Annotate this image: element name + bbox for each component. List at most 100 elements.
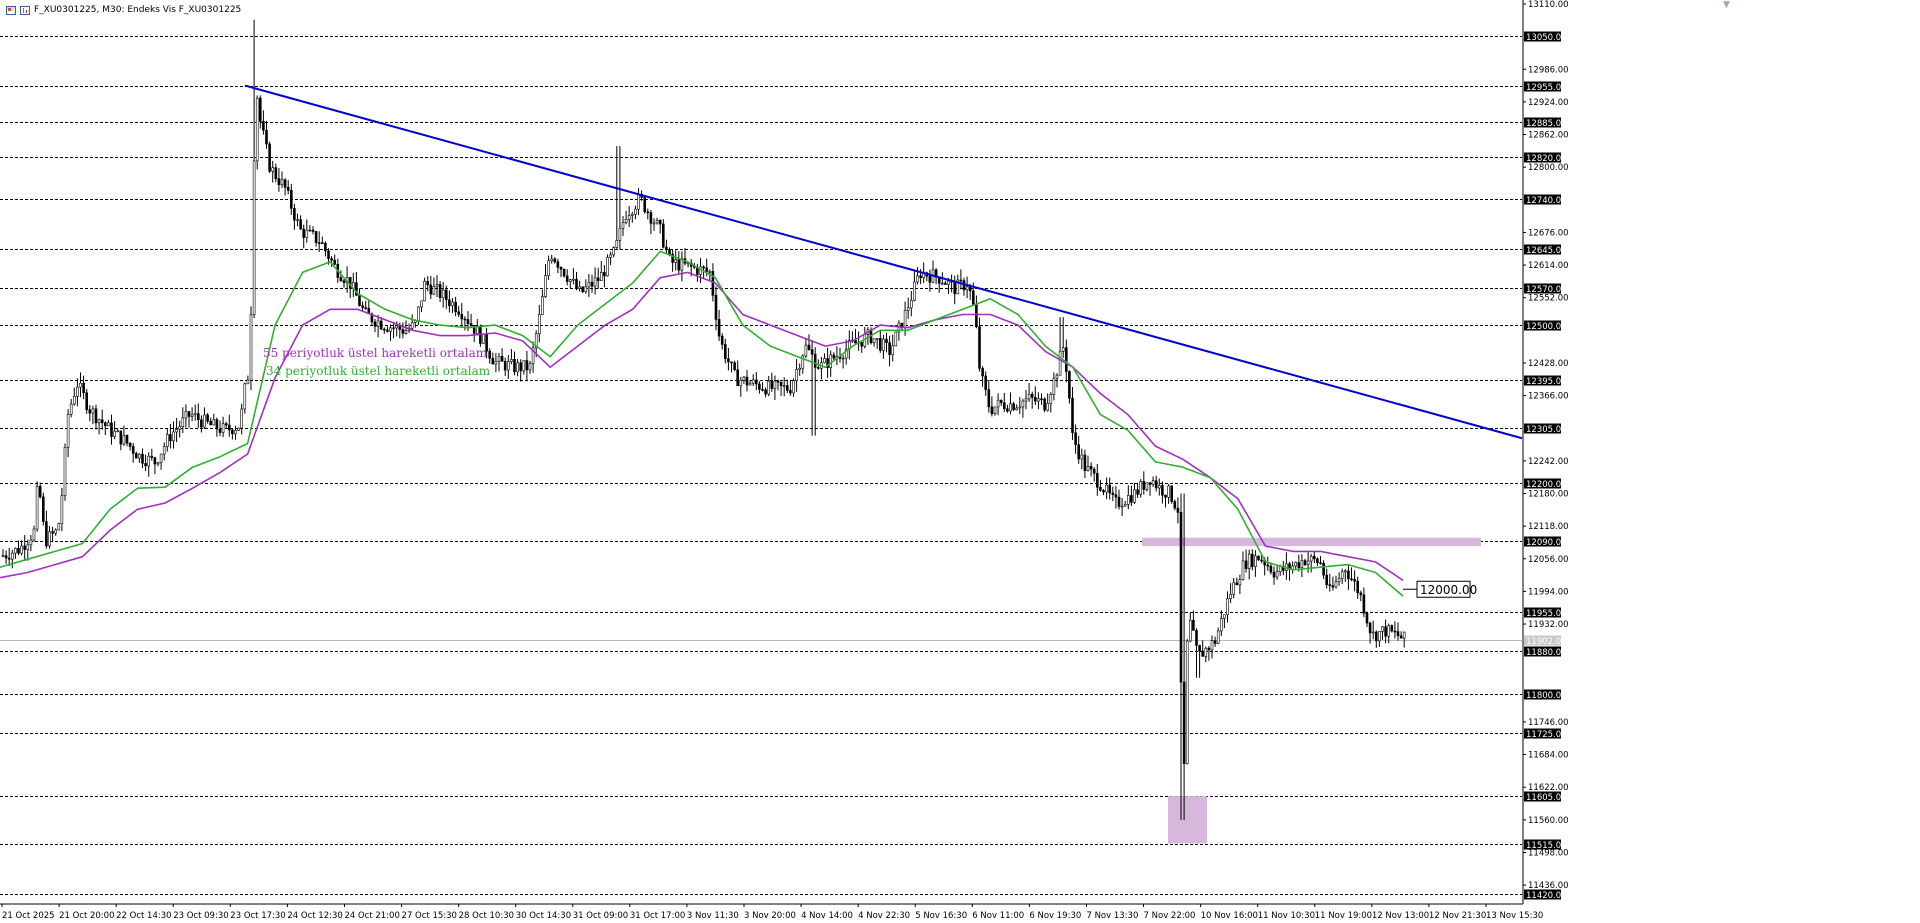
candle-body [1002, 402, 1006, 410]
candle-body [758, 383, 761, 390]
candle-body [240, 408, 243, 429]
descending-trendline [244, 84, 1523, 440]
candle-body [1182, 681, 1186, 764]
candle-body [1319, 562, 1322, 564]
horizontal-levels [0, 36, 1522, 895]
candle-body [1052, 377, 1056, 395]
candle-body [1058, 350, 1062, 376]
candle-body [7, 557, 11, 560]
candle-body [364, 307, 368, 309]
candle-body [172, 431, 175, 442]
level-label: 11420.00 [1526, 891, 1567, 901]
candle-body [20, 545, 23, 554]
candle-body [73, 396, 76, 405]
candle-body [714, 295, 718, 320]
level-label: 12740.00 [1526, 196, 1567, 206]
candle-body [770, 380, 774, 389]
candle-body [804, 344, 808, 357]
candle-body [792, 380, 795, 394]
window-icon[interactable] [6, 5, 16, 15]
candle-body [599, 272, 603, 281]
candle-body [630, 213, 634, 216]
trendline[interactable] [244, 84, 1523, 440]
candle-body [1114, 494, 1118, 498]
x-tick-label: 31 Oct 17:00 [630, 911, 685, 921]
candle-body [1108, 484, 1111, 494]
candle-body [252, 160, 256, 316]
chart-title: F_XU0301225, M30: Endeks Vis F_XU0301225 [34, 5, 242, 15]
candle-body [1142, 481, 1146, 490]
y-tick-label: 11498.00 [1528, 848, 1569, 858]
candle-body [1235, 582, 1239, 586]
candle-body [832, 354, 836, 359]
candle-body [63, 447, 67, 497]
level-label: 12885.00 [1526, 119, 1567, 129]
candle-body [432, 285, 436, 295]
candle-body [953, 280, 957, 295]
candle-body [156, 462, 160, 465]
candle-body [826, 358, 829, 369]
candle-body [1297, 562, 1301, 568]
candle-body [522, 360, 526, 372]
x-tick-label: 27 Oct 15:30 [402, 911, 457, 921]
current-price-box [1524, 635, 1561, 646]
candle-body [1300, 560, 1304, 568]
candle-body [60, 495, 64, 525]
candle-body [215, 419, 219, 430]
candle-body [581, 286, 585, 292]
y-tick-label: 12242.00 [1528, 457, 1569, 467]
level-label: 12395.00 [1526, 377, 1567, 387]
candle-body [361, 305, 364, 308]
candle-body [944, 282, 947, 285]
candle-body [466, 319, 470, 324]
axes: 13050.00 12955.00 12885.00 12820.00 12740.00… [0, 0, 1569, 921]
candle-body [1226, 598, 1229, 616]
candle-body [984, 375, 988, 390]
candle-body [1238, 579, 1242, 586]
x-tick-label: 23 Oct 17:30 [230, 911, 285, 921]
candle-body [48, 531, 51, 547]
candle-body [1012, 403, 1015, 411]
candle-body [671, 253, 674, 263]
candle-body [410, 322, 414, 329]
candle-body [324, 242, 327, 252]
candle-body [919, 275, 922, 279]
candle-body [975, 304, 978, 328]
candle-body [510, 359, 513, 362]
x-tick-label: 3 Nov 11:30 [687, 911, 739, 921]
candle-body [764, 389, 767, 395]
candle-body [454, 301, 457, 313]
candle-body [748, 382, 752, 386]
candle-body [1170, 485, 1173, 502]
candle-body [218, 428, 222, 433]
candle-body [221, 423, 225, 433]
candle-body [568, 279, 572, 282]
y-tick-label: 12056.00 [1528, 555, 1569, 565]
candle-body [1074, 432, 1077, 445]
candle-body [66, 413, 70, 448]
candle-body [435, 284, 439, 287]
candle-body [35, 486, 39, 530]
candle-body [531, 347, 535, 364]
candle-body [627, 215, 631, 220]
candle-body [1158, 485, 1161, 489]
candle-body [1096, 472, 1099, 488]
candle-body [51, 531, 54, 534]
bar-chart-icon[interactable] [20, 5, 30, 15]
level-label: 12820.00 [1526, 154, 1567, 164]
candle-body [624, 219, 628, 223]
candle-body [1034, 397, 1037, 402]
candle-body [1123, 504, 1127, 507]
chevron-down-icon[interactable]: ▼ [1723, 0, 1730, 10]
candle-body [1086, 465, 1090, 471]
candle-body [1402, 631, 1406, 639]
candle-body [981, 368, 984, 377]
candle-body [482, 334, 485, 344]
candle-body [727, 358, 730, 363]
candle-body [621, 222, 625, 229]
x-tick-label: 31 Oct 09:00 [573, 911, 628, 921]
level-label: 13050.00 [1526, 33, 1567, 43]
candle-body [1340, 571, 1344, 579]
candle-body [1350, 578, 1353, 581]
